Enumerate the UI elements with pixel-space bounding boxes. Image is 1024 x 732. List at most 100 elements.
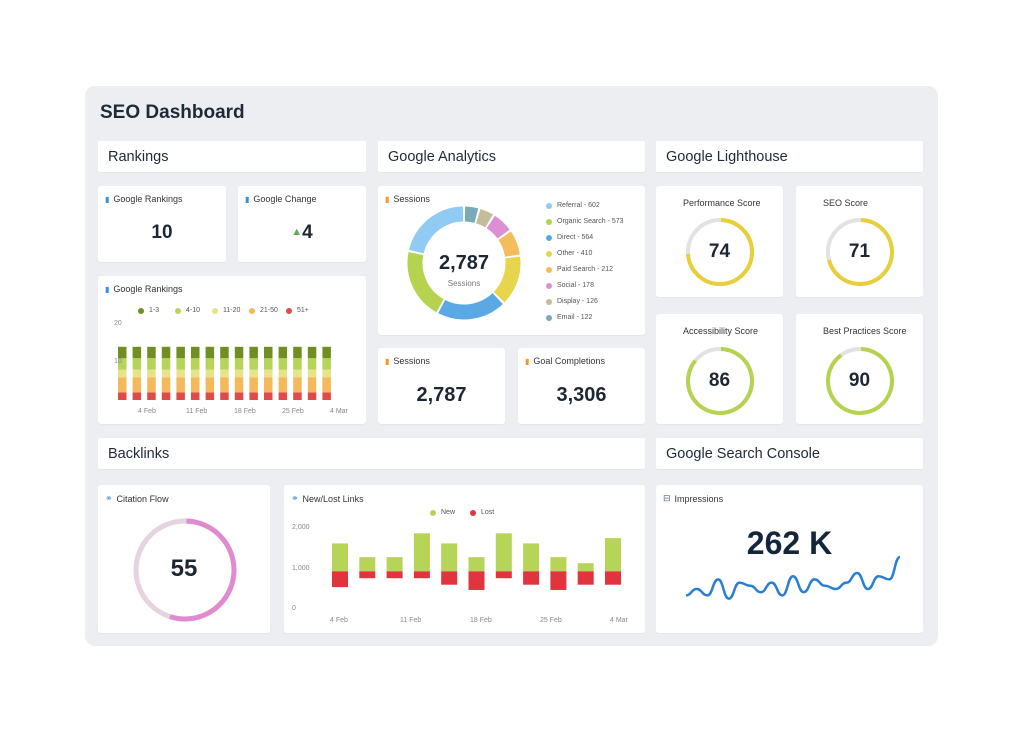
legend-label: Social - 178	[557, 282, 594, 289]
bar-lost	[605, 571, 621, 585]
bar-segment-1-3	[322, 346, 331, 359]
bar-lost	[332, 571, 348, 588]
donut-slice-organic-search	[407, 252, 444, 313]
legend-label: 51+	[297, 307, 309, 314]
analytics-icon: ▮	[525, 356, 530, 366]
gauge-fill	[169, 518, 237, 622]
donut-center-label: Sessions	[447, 279, 481, 288]
bar-lost	[577, 571, 594, 585]
card-title: Google Rankings	[113, 194, 183, 204]
legend-dot	[249, 307, 255, 314]
goal-completions-card[interactable]: ▮ Goal Completions 3,306	[518, 348, 645, 424]
lighthouse-score-card[interactable]: SEO Score 71	[796, 186, 923, 297]
bar-segment-11-20	[176, 369, 185, 378]
bar-new	[359, 557, 376, 572]
card-title: Accessibility Score	[683, 326, 759, 336]
bar-segment-21-50	[132, 377, 142, 393]
bar-segment-4-10	[307, 358, 317, 370]
legend-dot	[175, 307, 181, 314]
lighthouse-score-card[interactable]: Performance Score 74	[656, 186, 783, 297]
page-title: SEO Dashboard	[100, 102, 245, 123]
bar-new	[468, 557, 485, 572]
lighthouse-gauge	[686, 347, 754, 415]
bar-new	[441, 543, 458, 572]
legend-dot	[546, 314, 552, 321]
x-tick-label: 4 Mar	[330, 408, 348, 415]
bar-segment-4-10	[234, 358, 244, 370]
bar-segment-1-3	[220, 346, 229, 359]
google-rankings-card[interactable]: ▮ Google Rankings 10	[98, 186, 226, 262]
bar-segment-21-50	[234, 377, 244, 393]
y-tick-label: 0	[292, 605, 296, 612]
lighthouse-score-card[interactable]: Accessibility Score 86	[656, 314, 783, 424]
legend-dot	[546, 266, 552, 273]
bar-segment-51+	[293, 392, 302, 400]
bar-segment-11-20	[293, 369, 302, 378]
bar-segment-4-10	[118, 358, 127, 370]
donut-slice-referral	[409, 206, 464, 254]
bar-segment-1-3	[278, 346, 288, 359]
bar-segment-21-50	[147, 377, 156, 393]
legend-dot	[430, 509, 436, 516]
legend-label: Organic Search - 573	[557, 218, 624, 225]
section-backlinks: Backlinks	[98, 438, 645, 469]
legend-dot	[470, 509, 476, 516]
bar-segment-21-50	[278, 377, 288, 393]
bar-segment-11-20	[118, 369, 127, 378]
bar-chart-icon: ▮	[105, 284, 110, 294]
bar-segment-51+	[161, 392, 171, 400]
legend-label: Lost	[481, 509, 495, 516]
bar-segment-4-10	[278, 358, 288, 370]
legend-dot	[546, 298, 552, 305]
bar-segment-1-3	[205, 346, 215, 359]
bar-segment-1-3	[191, 346, 200, 359]
bar-lost	[386, 571, 403, 579]
section-google-lighthouse: Google Lighthouse	[656, 141, 923, 172]
bar-segment-4-10	[249, 358, 258, 370]
bar-lost	[359, 571, 376, 579]
bar-segment-11-20	[132, 369, 142, 378]
bar-segment-51+	[264, 392, 273, 400]
bar-lost	[523, 571, 540, 585]
google-change-card[interactable]: ▮ Google Change ▲4	[238, 186, 366, 262]
bar-segment-1-3	[118, 346, 127, 359]
lighthouse-score-card[interactable]: Best Practices Score 90	[796, 314, 923, 424]
bar-segment-11-20	[234, 369, 244, 378]
legend-item: Display - 126	[546, 298, 598, 305]
sessions-card[interactable]: ▮ Sessions 2,787	[378, 348, 505, 424]
legend-label: Paid Search - 212	[557, 266, 614, 273]
legend-dot	[212, 307, 218, 314]
gauge-fill	[686, 218, 754, 286]
card-title: SEO Score	[823, 198, 869, 208]
legend-item: Lost	[470, 509, 494, 516]
citation-flow-card: ⚭ Citation Flow 55	[98, 485, 270, 633]
bar-new	[605, 538, 621, 572]
bar-new	[495, 533, 512, 572]
legend-dot	[546, 218, 552, 225]
bar-segment-1-3	[307, 346, 317, 359]
bar-segment-4-10	[191, 358, 200, 370]
sparkline-path	[685, 555, 901, 600]
bar-segment-51+	[307, 392, 317, 400]
bar-segment-4-10	[220, 358, 229, 370]
legend-label: Display - 126	[557, 298, 598, 305]
bar-segment-21-50	[322, 377, 331, 393]
impressions-sparkline	[685, 555, 901, 600]
bar-lost	[550, 571, 567, 590]
y-tick-label: 20	[114, 320, 122, 327]
bar-lost	[495, 571, 512, 579]
bar-segment-21-50	[264, 377, 273, 393]
bar-segment-51+	[220, 392, 229, 400]
analytics-icon: ▮	[385, 194, 390, 204]
bar-new	[523, 543, 540, 572]
bar-segment-51+	[118, 392, 127, 400]
legend-label: 4-10	[186, 307, 201, 314]
bar-segment-21-50	[249, 377, 258, 393]
bar-segment-1-3	[176, 346, 185, 359]
bar-new	[386, 557, 403, 572]
y-tick-label: 1,000	[292, 564, 310, 572]
bar-segment-1-3	[147, 346, 156, 359]
bar-segment-1-3	[293, 346, 302, 359]
bar-lost	[441, 571, 458, 585]
analytics-icon: ▮	[385, 356, 390, 366]
